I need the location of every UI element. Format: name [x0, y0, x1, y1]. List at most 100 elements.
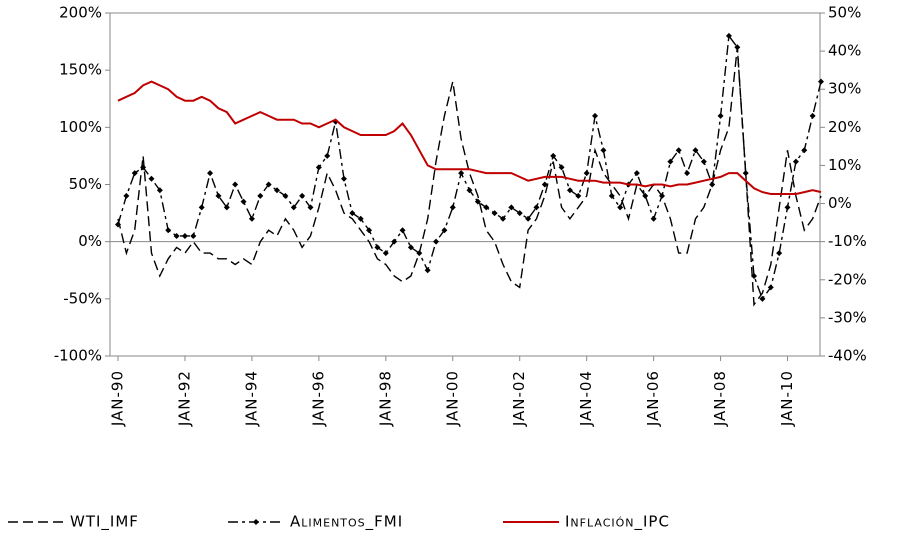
point-marker	[516, 210, 523, 217]
x-tick-label: JAN-00	[443, 370, 461, 427]
series-line	[117, 47, 822, 307]
point-marker	[491, 210, 498, 217]
point-marker	[508, 204, 515, 211]
point-marker	[776, 250, 783, 257]
legend-label: Alimentos_FMI	[290, 513, 403, 532]
point-marker	[324, 152, 331, 159]
point-marker	[792, 158, 799, 165]
legend-item: WTI_IMF	[8, 513, 139, 532]
point-marker	[667, 158, 674, 165]
y2-tick-label: 50%	[828, 4, 861, 22]
point-marker	[633, 170, 640, 177]
y2-tick-label: -40%	[828, 347, 867, 365]
point-marker	[751, 272, 758, 279]
y-tick-label: 200%	[59, 4, 102, 22]
point-marker	[499, 215, 506, 222]
point-marker	[742, 170, 749, 177]
x-tick-label: JAN-10	[778, 370, 796, 427]
y-tick-label: 100%	[59, 118, 102, 136]
point-marker	[809, 112, 816, 119]
point-marker	[684, 170, 691, 177]
point-marker	[416, 250, 423, 257]
point-marker	[232, 181, 239, 188]
point-marker	[407, 244, 414, 251]
point-marker	[349, 210, 356, 217]
point-marker	[399, 227, 406, 234]
series-line	[117, 80, 822, 195]
x-tick-label: JAN-02	[510, 370, 528, 427]
point-marker	[357, 215, 364, 222]
point-marker	[801, 147, 808, 154]
point-marker	[131, 170, 138, 177]
point-marker	[734, 44, 741, 51]
point-marker	[592, 112, 599, 119]
legend-label: Inflación_IPC	[565, 513, 670, 532]
point-marker	[140, 164, 147, 171]
point-marker	[458, 170, 465, 177]
point-marker	[675, 147, 682, 154]
point-marker	[784, 204, 791, 211]
point-marker	[366, 227, 373, 234]
point-marker	[818, 78, 824, 85]
point-marker	[583, 170, 590, 177]
point-marker	[223, 204, 230, 211]
point-marker	[441, 227, 448, 234]
point-marker	[466, 187, 473, 194]
y2-tick-label: 0%	[828, 194, 852, 212]
point-marker	[474, 198, 481, 205]
point-marker	[433, 238, 440, 245]
x-tick-label: JAN-96	[309, 370, 327, 427]
x-tick-label: JAN-04	[577, 370, 595, 427]
point-marker	[165, 227, 172, 234]
y2-tick-label: 10%	[828, 156, 861, 174]
point-marker	[215, 192, 222, 199]
y-tick-label: 150%	[59, 61, 102, 79]
y-tick-label: -100%	[54, 347, 102, 365]
point-marker	[759, 295, 766, 302]
point-marker	[525, 215, 532, 222]
point-marker	[608, 192, 615, 199]
x-tick-label: JAN-06	[644, 370, 662, 427]
point-marker	[391, 238, 398, 245]
y2-tick-label: 30%	[828, 80, 861, 98]
point-marker	[181, 232, 188, 239]
point-marker	[725, 32, 732, 39]
point-marker	[767, 284, 774, 291]
point-marker	[265, 181, 272, 188]
y-tick-label: -50%	[63, 289, 102, 307]
point-marker	[692, 147, 699, 154]
point-marker	[533, 204, 540, 211]
point-marker	[642, 192, 649, 199]
point-marker	[650, 215, 657, 222]
point-marker	[483, 204, 490, 211]
legend-item: Alimentos_FMI	[228, 513, 403, 532]
point-marker	[700, 158, 707, 165]
point-marker	[207, 170, 214, 177]
point-marker	[575, 192, 582, 199]
y-tick-label: 0%	[78, 232, 102, 250]
point-marker	[600, 147, 607, 154]
point-marker	[617, 204, 624, 211]
y2-tick-label: 40%	[828, 42, 861, 60]
legend-item: Inflación_IPC	[503, 513, 670, 532]
y2-tick-label: -10%	[828, 232, 867, 250]
legend-marker	[253, 519, 259, 525]
point-marker	[240, 198, 247, 205]
point-marker	[550, 152, 557, 159]
point-marker	[115, 221, 121, 228]
point-marker	[248, 215, 255, 222]
point-marker	[315, 164, 322, 171]
x-tick-label: JAN-92	[175, 370, 193, 427]
point-marker	[449, 204, 456, 211]
point-marker	[290, 204, 297, 211]
y2-tick-label: 20%	[828, 118, 861, 136]
point-marker	[123, 192, 130, 199]
y-tick-label: 50%	[69, 175, 102, 193]
legend-label: WTI_IMF	[70, 513, 139, 532]
point-marker	[307, 204, 314, 211]
point-marker	[156, 187, 163, 194]
x-tick-label: JAN-90	[109, 370, 127, 427]
point-marker	[566, 187, 573, 194]
y2-tick-label: -30%	[828, 308, 867, 326]
point-marker	[282, 192, 289, 199]
